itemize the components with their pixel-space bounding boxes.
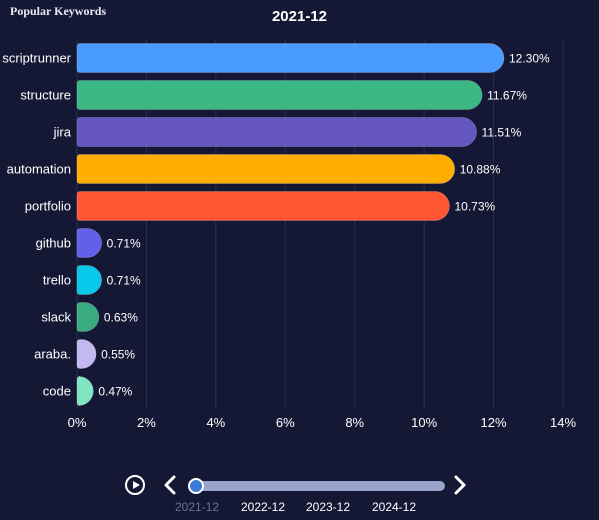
timeline-track[interactable]	[196, 481, 445, 491]
category-label: jira	[53, 125, 72, 140]
value-label: 10.73%	[454, 200, 495, 214]
x-tick-label: 6%	[276, 415, 295, 430]
timeline-controls: 2021-12 2022-12 2023-12 2024-12	[0, 470, 599, 520]
bar-trello	[76, 265, 102, 295]
chevron-left-icon	[164, 475, 176, 495]
previous-button[interactable]	[162, 475, 178, 495]
bar-structure	[76, 80, 483, 110]
x-tick-label: 8%	[345, 415, 364, 430]
x-tick-label: 0%	[68, 415, 87, 430]
bar-scriptrunner	[76, 43, 505, 73]
timeline-label[interactable]: 2023-12	[305, 500, 351, 514]
bar-araba	[76, 339, 97, 369]
x-tick-label: 4%	[206, 415, 225, 430]
x-tick-label: 10%	[411, 415, 437, 430]
category-labels: scriptrunner structure jira automation portf…	[2, 51, 71, 399]
bar-slack	[76, 302, 100, 332]
timeline-label[interactable]: 2021-12	[174, 500, 220, 514]
value-label: 0.71%	[107, 274, 141, 288]
value-label: 0.63%	[104, 311, 138, 325]
category-label: structure	[20, 88, 71, 103]
chevron-right-icon	[454, 475, 466, 495]
bar-code	[76, 376, 94, 406]
bars	[76, 43, 505, 406]
play-button[interactable]	[125, 475, 145, 495]
timeline-handle[interactable]	[188, 478, 204, 494]
x-tick-label: 14%	[550, 415, 576, 430]
play-icon	[133, 481, 140, 489]
bar-jira	[76, 117, 477, 147]
value-label: 11.51%	[482, 126, 522, 140]
corner-title: Popular Keywords	[10, 4, 107, 18]
timeline-label[interactable]: 2022-12	[240, 500, 286, 514]
value-label: 11.67%	[487, 89, 527, 103]
value-labels: 12.30% 11.67% 11.51% 10.88% 10.73% 0.71% 0.71%…	[98, 52, 550, 399]
category-label: trello	[43, 273, 71, 288]
next-button[interactable]	[452, 475, 468, 495]
chart-title: 2021-12	[271, 8, 328, 25]
x-tick-label: 12%	[481, 415, 507, 430]
category-label: code	[43, 384, 71, 399]
category-label: araba.	[34, 347, 71, 362]
category-label: slack	[41, 310, 71, 325]
x-tick-label: 2%	[137, 415, 156, 430]
timeline-label[interactable]: 2024-12	[371, 500, 417, 514]
bar-github	[76, 228, 102, 258]
value-label: 0.47%	[98, 385, 132, 399]
category-label: automation	[7, 162, 71, 177]
value-label: 0.71%	[107, 237, 141, 251]
category-label: github	[36, 236, 71, 251]
category-label: scriptrunner	[2, 51, 71, 66]
x-axis-ticks: 0% 2% 4% 6% 8% 10% 12% 14%	[68, 415, 577, 430]
category-label: portfolio	[25, 199, 71, 214]
bar-chart: scriptrunner structure jira automation portf…	[2, 40, 577, 430]
bar-portfolio	[76, 191, 450, 221]
value-label: 12.30%	[509, 52, 550, 66]
value-label: 0.55%	[101, 348, 135, 362]
bar-automation	[76, 154, 455, 184]
value-label: 10.88%	[460, 163, 501, 177]
